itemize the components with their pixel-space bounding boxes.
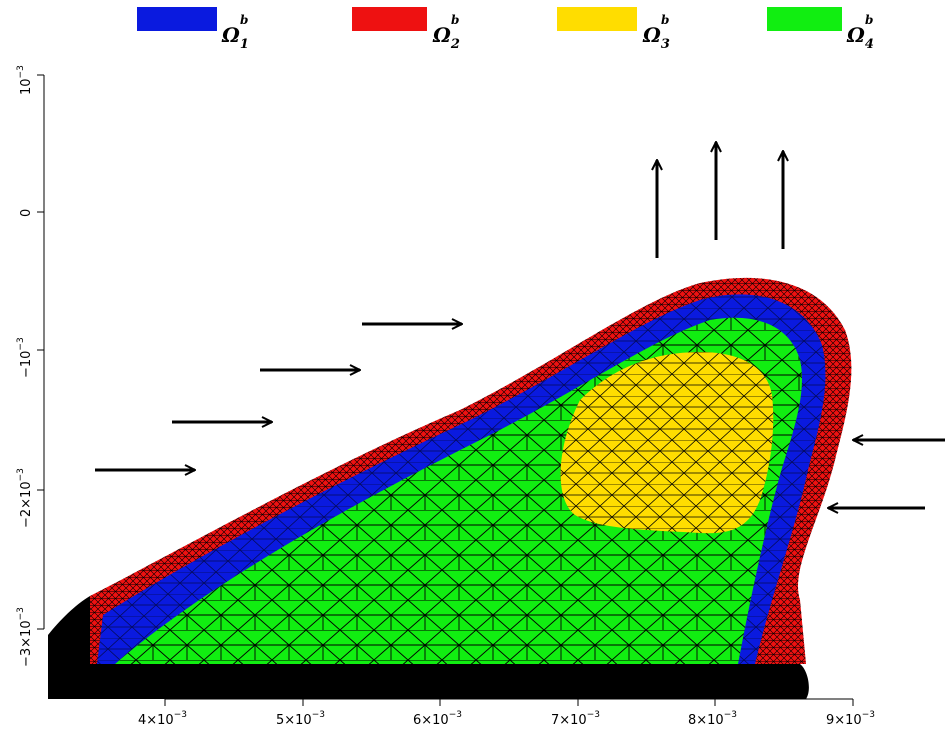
legend-superscript: b: [451, 13, 459, 27]
x-tick-label: 4×10−3: [138, 710, 187, 728]
legend-swatch-omega-4: [767, 7, 842, 31]
legend-symbol: Ω: [642, 23, 661, 47]
svg-text:Ω2: Ω2: [432, 23, 460, 52]
svg-text:Ω1: Ω1: [221, 23, 249, 52]
inner-region-mesh: [560, 352, 774, 534]
legend-symbol: Ω: [221, 23, 240, 47]
legend-swatch-omega-2: [352, 7, 427, 31]
y-tick-label: −10−3: [16, 337, 34, 378]
y-tick-label: −2×10−3: [16, 468, 34, 528]
x-tick-labels: 4×10−3 5×10−3 6×10−3 7×10−3 8×10−3 9×10−…: [138, 710, 875, 728]
legend-superscript: b: [240, 13, 248, 27]
x-tick-label: 5×10−3: [276, 710, 325, 728]
y-tick-label: −3×10−3: [16, 607, 34, 667]
legend-subscript: 1: [240, 37, 249, 52]
legend-swatch-omega-3: [557, 7, 637, 31]
svg-text:Ω3: Ω3: [642, 23, 670, 52]
y-tick-label: 10−3: [16, 65, 34, 95]
legend-item-omega-3: Ω3 b: [557, 7, 670, 52]
x-tick-label: 8×10−3: [688, 710, 737, 728]
legend-symbol: Ω: [432, 23, 451, 47]
legend: Ω1 b Ω2 b Ω3 b Ω4 b: [137, 7, 874, 52]
mesh-body: [48, 277, 852, 699]
legend-item-omega-1: Ω1 b: [137, 7, 249, 52]
legend-swatch-omega-1: [137, 7, 217, 31]
legend-item-omega-2: Ω2 b: [352, 7, 460, 52]
legend-superscript: b: [661, 13, 669, 27]
legend-symbol: Ω: [846, 23, 865, 47]
legend-item-omega-4: Ω4 b: [767, 7, 874, 52]
legend-superscript: b: [865, 13, 873, 27]
x-tick-label: 6×10−3: [413, 710, 462, 728]
x-tick-label: 7×10−3: [551, 710, 600, 728]
flow-arrows: [95, 142, 945, 508]
substrate-base: [48, 596, 809, 699]
legend-subscript: 4: [865, 37, 874, 52]
x-tick-label: 9×10−3: [826, 710, 875, 728]
y-tick-label: 0: [19, 209, 34, 217]
svg-text:Ω4: Ω4: [846, 23, 874, 52]
legend-subscript: 3: [661, 37, 670, 52]
y-tick-labels: 10−3 0 −10−3 −2×10−3 −3×10−3: [16, 65, 34, 667]
legend-subscript: 2: [450, 37, 460, 52]
